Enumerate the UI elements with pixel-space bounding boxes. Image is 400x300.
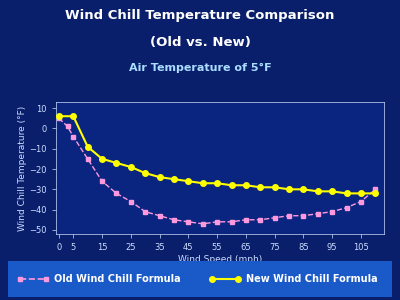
New Wind Chill Formula bbox=[258, 185, 263, 189]
New Wind Chill Formula bbox=[128, 165, 133, 169]
New Wind Chill Formula bbox=[143, 171, 148, 175]
Line: New Wind Chill Formula: New Wind Chill Formula bbox=[56, 113, 378, 196]
Old Wind Chill Formula bbox=[85, 157, 90, 161]
Old Wind Chill Formula bbox=[373, 188, 378, 191]
Text: Wind Chill Temperature Comparison: Wind Chill Temperature Comparison bbox=[65, 9, 335, 22]
Old Wind Chill Formula bbox=[157, 214, 162, 217]
Old Wind Chill Formula bbox=[344, 206, 349, 209]
Old Wind Chill Formula bbox=[330, 210, 335, 214]
New Wind Chill Formula bbox=[244, 184, 248, 187]
New Wind Chill Formula bbox=[272, 185, 277, 189]
New Wind Chill Formula bbox=[56, 114, 61, 118]
Old Wind Chill Formula bbox=[287, 214, 292, 217]
New Wind Chill Formula bbox=[186, 179, 191, 183]
Old Wind Chill Formula bbox=[71, 135, 76, 138]
New Wind Chill Formula bbox=[330, 190, 335, 193]
Text: Old Wind Chill Formula: Old Wind Chill Formula bbox=[54, 274, 181, 284]
Old Wind Chill Formula bbox=[186, 220, 191, 224]
New Wind Chill Formula bbox=[85, 145, 90, 148]
New Wind Chill Formula bbox=[215, 182, 220, 185]
Old Wind Chill Formula bbox=[114, 192, 119, 195]
Old Wind Chill Formula bbox=[316, 212, 320, 215]
Old Wind Chill Formula bbox=[172, 218, 176, 222]
New Wind Chill Formula bbox=[71, 114, 76, 118]
Text: (Old vs. New): (Old vs. New) bbox=[150, 36, 250, 49]
New Wind Chill Formula bbox=[200, 182, 205, 185]
New Wind Chill Formula bbox=[287, 188, 292, 191]
New Wind Chill Formula bbox=[358, 192, 363, 195]
New Wind Chill Formula bbox=[373, 192, 378, 195]
Old Wind Chill Formula bbox=[100, 179, 104, 183]
X-axis label: Wind Speed (mph): Wind Speed (mph) bbox=[178, 255, 262, 264]
Old Wind Chill Formula bbox=[229, 220, 234, 224]
Old Wind Chill Formula bbox=[244, 218, 248, 222]
New Wind Chill Formula bbox=[172, 177, 176, 181]
New Wind Chill Formula bbox=[229, 184, 234, 187]
Line: Old Wind Chill Formula: Old Wind Chill Formula bbox=[57, 116, 378, 226]
New Wind Chill Formula bbox=[301, 188, 306, 191]
Old Wind Chill Formula bbox=[358, 200, 363, 203]
Old Wind Chill Formula bbox=[215, 220, 220, 224]
Text: New Wind Chill Formula: New Wind Chill Formula bbox=[246, 274, 378, 284]
Text: Air Temperature of 5°F: Air Temperature of 5°F bbox=[129, 63, 271, 73]
Old Wind Chill Formula bbox=[301, 214, 306, 217]
Old Wind Chill Formula bbox=[258, 218, 263, 222]
New Wind Chill Formula bbox=[100, 157, 104, 161]
Old Wind Chill Formula bbox=[143, 210, 148, 214]
New Wind Chill Formula bbox=[316, 190, 320, 193]
Old Wind Chill Formula bbox=[128, 200, 133, 203]
Old Wind Chill Formula bbox=[272, 216, 277, 220]
New Wind Chill Formula bbox=[114, 161, 119, 165]
Y-axis label: Wind Chill Temperature (°F): Wind Chill Temperature (°F) bbox=[18, 105, 26, 231]
Old Wind Chill Formula bbox=[200, 222, 205, 226]
New Wind Chill Formula bbox=[344, 192, 349, 195]
Old Wind Chill Formula bbox=[56, 116, 61, 120]
Old Wind Chill Formula bbox=[65, 124, 70, 128]
New Wind Chill Formula bbox=[157, 175, 162, 179]
